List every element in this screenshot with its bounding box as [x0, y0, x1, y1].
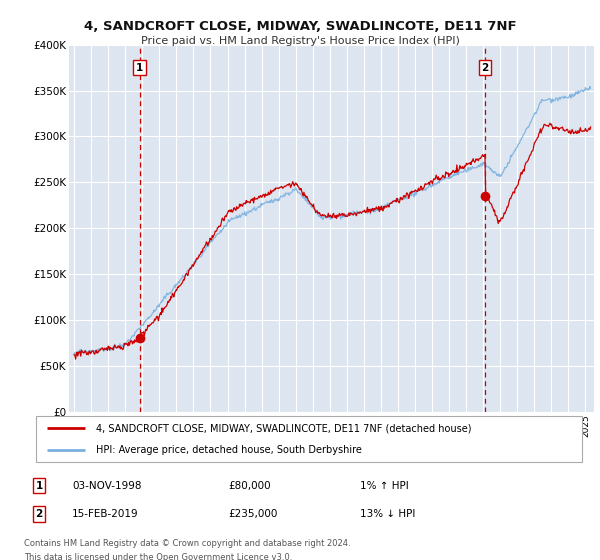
Text: Price paid vs. HM Land Registry's House Price Index (HPI): Price paid vs. HM Land Registry's House … — [140, 36, 460, 46]
Text: 4, SANDCROFT CLOSE, MIDWAY, SWADLINCOTE, DE11 7NF: 4, SANDCROFT CLOSE, MIDWAY, SWADLINCOTE,… — [83, 20, 517, 32]
Text: 4, SANDCROFT CLOSE, MIDWAY, SWADLINCOTE, DE11 7NF (detached house): 4, SANDCROFT CLOSE, MIDWAY, SWADLINCOTE,… — [96, 423, 472, 433]
Text: 15-FEB-2019: 15-FEB-2019 — [72, 509, 139, 519]
Text: 1% ↑ HPI: 1% ↑ HPI — [360, 480, 409, 491]
Text: Contains HM Land Registry data © Crown copyright and database right 2024.: Contains HM Land Registry data © Crown c… — [24, 539, 350, 548]
Text: 13% ↓ HPI: 13% ↓ HPI — [360, 509, 415, 519]
Text: HPI: Average price, detached house, South Derbyshire: HPI: Average price, detached house, Sout… — [96, 445, 362, 455]
Text: £80,000: £80,000 — [228, 480, 271, 491]
FancyBboxPatch shape — [36, 416, 582, 462]
Text: 1: 1 — [35, 480, 43, 491]
Text: 2: 2 — [482, 63, 489, 73]
Text: 1: 1 — [136, 63, 143, 73]
Text: 2: 2 — [35, 509, 43, 519]
Text: 03-NOV-1998: 03-NOV-1998 — [72, 480, 142, 491]
Text: This data is licensed under the Open Government Licence v3.0.: This data is licensed under the Open Gov… — [24, 553, 292, 560]
Text: £235,000: £235,000 — [228, 509, 277, 519]
